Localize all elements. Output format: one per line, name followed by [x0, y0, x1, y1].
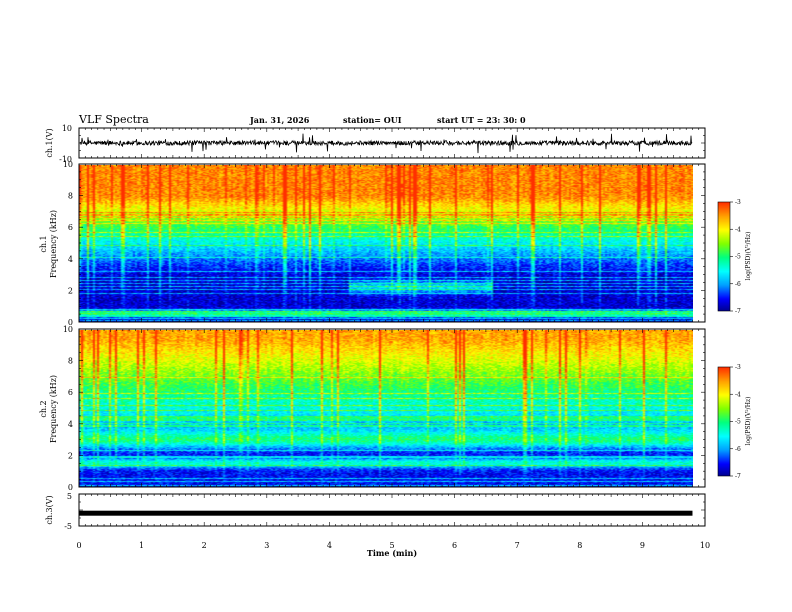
- colorbar-tick-label: -6: [735, 446, 741, 453]
- x-axis-tick-label: 8: [577, 541, 582, 550]
- x-axis-label: Time (min): [367, 548, 417, 558]
- x-axis-tick-label: 0: [76, 541, 81, 550]
- ch3-waveform-ylabel: ch.3(V): [45, 495, 54, 524]
- colorbar-tick-label: -4: [735, 391, 741, 398]
- x-axis-tick-label: 10: [700, 541, 710, 550]
- station-label: station= OUI: [343, 115, 402, 125]
- x-axis-tick-label: 5: [389, 541, 394, 550]
- ch2-spectrogram-yticks: 0 2 4 6 8 10: [63, 325, 73, 492]
- ch1-ylabel-frequency: Frequency (kHz): [49, 210, 58, 278]
- x-axis-tick-label: 9: [640, 541, 645, 550]
- ch2-spectrogram-frame: [78, 328, 706, 488]
- colorbar-tick-label: -7: [735, 308, 741, 315]
- ch3-waveform-panel: 5 -5 ch.3(V): [45, 492, 706, 531]
- ytick-label: 8: [68, 357, 73, 366]
- ch3-ytick-bottom: -5: [64, 522, 72, 531]
- ch1-spectrogram-yticks: 0 2 4 6 8 10: [63, 160, 73, 327]
- ch3-waveform-trace: [79, 510, 693, 516]
- ytick-label: 10: [63, 160, 73, 169]
- colorbar-tick-label: -3: [735, 364, 741, 371]
- colorbar-tick-label: -5: [735, 254, 741, 261]
- ch2-colorbar-ticks: -3 -4 -5 -6 -7: [730, 364, 741, 480]
- ch1-spectrogram-panel: 0 2 4 6 8 10 ch.1 Frequency (kHz): [39, 160, 706, 327]
- x-axis-tick-label: 1: [139, 541, 144, 550]
- ch1-ytick-top: 10: [62, 124, 72, 133]
- ch3-waveform-frame: [78, 493, 706, 527]
- colorbar-tick-label: -7: [735, 473, 741, 480]
- ytick-label: 8: [68, 192, 73, 201]
- x-axis-tick-label: 3: [264, 541, 269, 550]
- colorbar-tick-label: -3: [735, 199, 741, 206]
- ch1-colorbar: -3 -4 -5 -6 -7 log(PSD)(V²/Hz): [717, 199, 752, 315]
- ytick-label: 4: [68, 420, 73, 429]
- ytick-label: 6: [68, 223, 73, 232]
- ch2-colorbar-label: log(PSD)(V²/Hz): [745, 397, 752, 446]
- date-label: Jan. 31, 2026: [249, 115, 310, 125]
- ch2-colorbar: -3 -4 -5 -6 -7 log(PSD)(V²/Hz): [717, 364, 752, 480]
- colorbar-tick-label: -4: [735, 226, 741, 233]
- ch2-colorbar-gradient: [718, 367, 730, 476]
- ch1-ylabel-channel: ch.1: [39, 235, 48, 252]
- ch1-spectrogram-image: [79, 165, 693, 322]
- ytick-label: 10: [63, 325, 73, 334]
- x-axis-tick-label: 2: [202, 541, 207, 550]
- x-axis-tick-label: 6: [452, 541, 457, 550]
- colorbar-tick-label: -5: [735, 419, 741, 426]
- x-axis-tick-label: 4: [327, 541, 332, 550]
- ytick-label: 4: [68, 255, 73, 264]
- ch2-ylabel-frequency: Frequency (kHz): [49, 375, 58, 443]
- ch2-spectrogram-panel: 0 2 4 6 8 10 ch.2 Frequency (kHz): [39, 325, 706, 492]
- ch1-colorbar-gradient: [718, 202, 730, 311]
- ch1-waveform-frame: [78, 127, 706, 159]
- ch1-waveform-trace: [79, 133, 693, 154]
- ch1-waveform-ylabel: ch.1(V): [45, 128, 54, 157]
- ch1-spectrogram-frame: [78, 163, 706, 323]
- ch1-waveform-panel: 10 -10 ch.1(V): [45, 124, 706, 164]
- x-axis-tick-label: 7: [515, 541, 520, 550]
- ytick-label: 2: [68, 451, 73, 460]
- colorbar-tick-label: -6: [735, 281, 741, 288]
- ch3-ytick-top: 5: [67, 492, 72, 501]
- ch1-ytick-bottom: -10: [59, 155, 72, 164]
- ch1-colorbar-label: log(PSD)(V²/Hz): [745, 232, 752, 281]
- ytick-label: 0: [68, 483, 73, 492]
- ytick-label: 2: [68, 286, 73, 295]
- start-time-label: start UT = 23: 30: 0: [437, 115, 526, 125]
- ytick-label: 0: [68, 318, 73, 327]
- x-axis-tick-labels: 0 1 2 3 4 5 6 7 8 9 10: [76, 541, 710, 550]
- ch1-colorbar-ticks: -3 -4 -5 -6 -7: [730, 199, 741, 315]
- figure-title: VLF Spectra: [78, 113, 149, 126]
- ytick-label: 6: [68, 388, 73, 397]
- ch2-spectrogram-image: [79, 330, 693, 487]
- ch2-ylabel-channel: ch.2: [39, 400, 48, 417]
